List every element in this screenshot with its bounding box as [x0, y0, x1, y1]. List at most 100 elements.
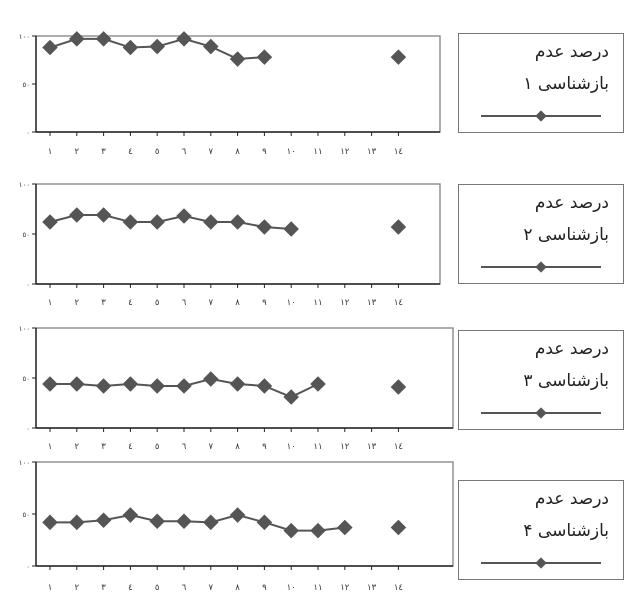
- y-tick-label: ١٠٠: [19, 459, 30, 467]
- y-tick-label: ٠: [26, 425, 30, 433]
- x-tick-label: ١٣: [367, 442, 377, 452]
- x-tick-label: ٢: [75, 583, 80, 593]
- x-tick-label: ٦: [182, 147, 187, 157]
- x-tick-label: ٩: [262, 298, 267, 308]
- x-tick-label: ٢: [75, 442, 80, 452]
- x-tick-label: ٧: [209, 147, 214, 157]
- x-tick-label: ٨: [235, 147, 240, 157]
- x-tick-label: ٨: [235, 298, 240, 308]
- data-point: [203, 214, 219, 230]
- x-tick-label: ٥: [155, 442, 160, 452]
- legend-line1-2: درصد عدم: [534, 193, 609, 213]
- legend-swatch-2: [481, 261, 601, 273]
- x-tick-label: ٤: [128, 442, 133, 452]
- x-tick-label: ١٢: [340, 147, 350, 157]
- x-tick-label: ٩: [262, 442, 267, 452]
- data-point: [95, 207, 112, 223]
- data-point: [95, 31, 112, 47]
- data-point: [229, 214, 246, 230]
- y-tick-label: ٠: [26, 281, 30, 289]
- x-tick-label: ١٣: [367, 583, 377, 593]
- x-tick-label: ٦: [182, 583, 187, 593]
- data-point: [69, 31, 85, 47]
- x-tick-label: ٦: [182, 442, 187, 452]
- data-point: [149, 38, 165, 55]
- legend-box-2: درصد عدم بازشناسی ٢: [458, 184, 624, 284]
- y-tick-label: ١٠٠: [19, 33, 30, 41]
- legend-line1-4: درصد عدم: [534, 489, 609, 509]
- x-tick-label: ١١: [313, 442, 322, 452]
- x-tick-label: ١٤: [394, 298, 403, 308]
- data-point: [337, 519, 353, 536]
- x-tick-label: ٩: [262, 147, 267, 157]
- legend-box-4: درصد عدم بازشناسی ۴: [458, 480, 624, 580]
- x-tick-label: ١: [48, 147, 53, 157]
- x-tick-label: ١١: [313, 147, 322, 157]
- legend-box-3: درصد عدم بازشناسی ٣: [458, 330, 624, 430]
- x-tick-label: ٥: [155, 298, 160, 308]
- y-tick-label: ٥٠: [22, 375, 30, 383]
- plot-area: [35, 461, 454, 567]
- y-tick-label: ٥٠: [22, 81, 30, 89]
- plot-area: [35, 183, 441, 285]
- data-point: [390, 519, 407, 536]
- x-tick-label: ١٠: [287, 147, 296, 157]
- y-tick-label: ٠: [26, 129, 30, 137]
- x-tick-label: ٧: [209, 298, 214, 308]
- plot-area: [35, 327, 454, 429]
- x-tick-label: ١: [48, 298, 53, 308]
- chart-panel-3: ٠ ٥٠ ١٠٠ ١ ٢ ٣ ٤ ٥ ٦ ٧ ٨ ٩ ١٠ ١١ ١٢ ١٣ ١٤ درصد عدم بازشن…: [0, 300, 627, 452]
- x-tick-label: ١٣: [367, 298, 377, 308]
- x-tick-label: ١١: [313, 583, 322, 593]
- x-tick-label: ٨: [235, 442, 240, 452]
- x-tick-label: ١١: [313, 298, 322, 308]
- x-tick-label: ١٣: [367, 147, 377, 157]
- x-tick-label: ٦: [182, 298, 187, 308]
- x-tick-label: ٩: [262, 583, 267, 593]
- legend-line1-3: درصد عدم: [534, 339, 609, 359]
- data-point: [229, 51, 246, 67]
- legend-box-1: درصد عدم بازشناسی ١: [458, 33, 624, 133]
- x-tick-label: ١٢: [340, 442, 350, 452]
- x-tick-label: ١٢: [340, 583, 350, 593]
- x-tick-label: ١٠: [287, 583, 296, 593]
- x-tick-label: ٣: [101, 583, 106, 593]
- data-point: [42, 39, 58, 56]
- x-tick-label: ٥: [155, 147, 160, 157]
- x-tick-label: ٨: [235, 583, 240, 593]
- y-tick-label: ٠: [26, 563, 30, 571]
- legend-line2-3: بازشناسی ٣: [523, 371, 609, 391]
- x-tick-label: ١٤: [394, 147, 403, 157]
- x-tick-label: ٢: [75, 298, 80, 308]
- legend-swatch-4: [481, 557, 601, 569]
- x-tick-label: ٤: [128, 147, 133, 157]
- data-point: [176, 31, 192, 47]
- x-tick-label: ١٤: [394, 583, 403, 593]
- data-point: [149, 214, 165, 230]
- x-tick-label: ٣: [101, 442, 106, 452]
- x-tick-label: ٧: [209, 442, 214, 452]
- series-line: [49, 214, 292, 230]
- chart-panel-4: ٠ ٥٠ ١٠٠ ١ ٢ ٣ ٤ ٥ ٦ ٧ ٨ ٩ ١٠ ١١ ١٢ ١٣ ١٤ درصد عدم بازشن…: [0, 450, 627, 601]
- x-tick-label: ١٤: [394, 442, 403, 452]
- x-tick-label: ٣: [101, 298, 106, 308]
- y-tick-label: ١٠٠: [19, 325, 30, 333]
- data-point: [149, 513, 165, 530]
- y-tick-label: ٥٠: [22, 511, 30, 519]
- chart-panel-2: ٠ ٥٠ ١٠٠ ١ ٢ ٣ ٤ ٥ ٦ ٧ ٨ ٩ ١٠ ١١ ١٢ ١٣ ١٤ درصد عدم بازشن…: [0, 150, 627, 308]
- x-tick-label: ٤: [128, 583, 133, 593]
- y-tick-label: ١٠٠: [19, 181, 30, 189]
- chart-panel-1: ٠ ٥٠ ١٠٠ ١ ٢ ٣ ٤ ٥ ٦ ٧ ٨ ٩ ١٠ ١١ ١٢ ١٣ ١٤ درصد عدم بازشن…: [0, 0, 627, 157]
- x-tick-label: ١: [48, 442, 53, 452]
- x-tick-label: ١٠: [287, 442, 296, 452]
- legend-line1-1: درصد عدم: [534, 42, 609, 62]
- data-point: [229, 507, 246, 523]
- data-point: [42, 214, 58, 230]
- x-tick-label: ٧: [209, 583, 214, 593]
- legend-line2-4: بازشناسی ۴: [523, 521, 609, 541]
- y-tick-label: ٥٠: [22, 231, 30, 239]
